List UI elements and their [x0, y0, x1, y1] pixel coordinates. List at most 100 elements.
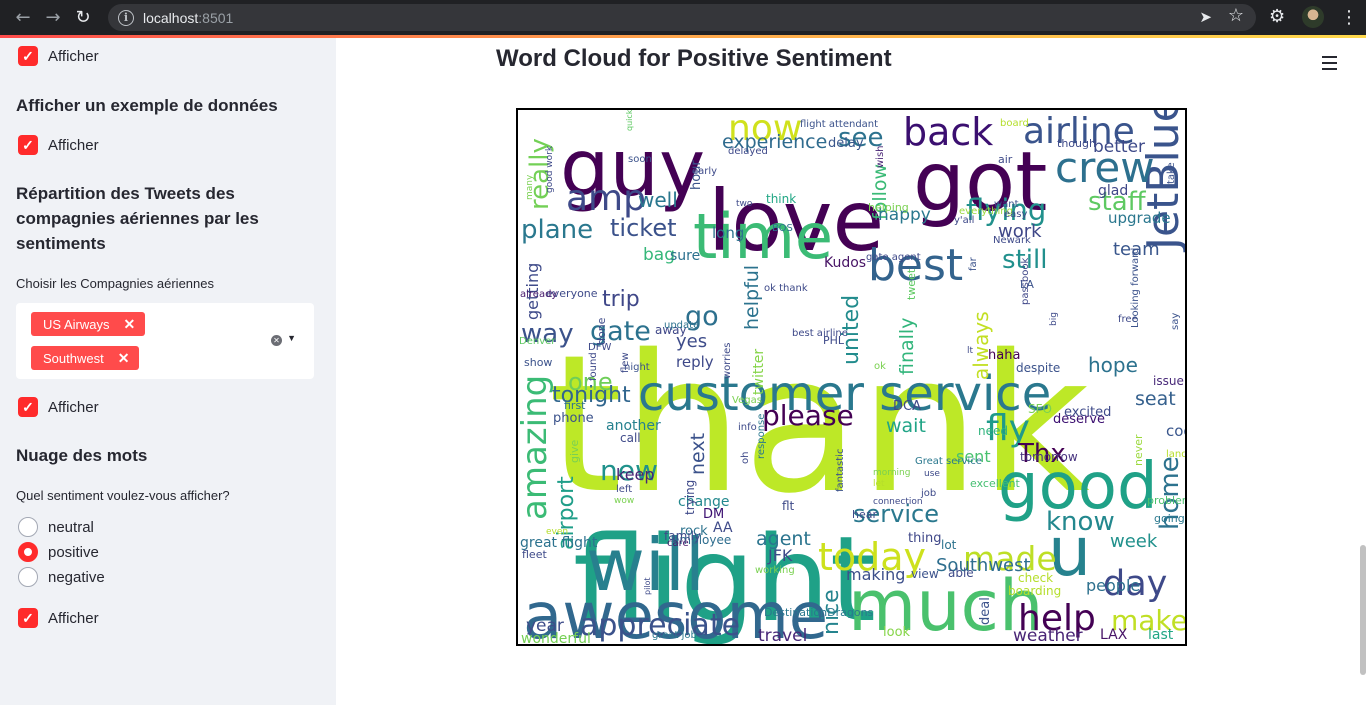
radio-positive[interactable]: positive: [18, 542, 99, 562]
address-bar[interactable]: i localhost:8501 ➤ ☆: [108, 4, 1256, 31]
word-cloud-word: need: [978, 424, 1008, 438]
word-cloud-word: look: [883, 625, 911, 640]
word-cloud-word: getting: [523, 263, 542, 320]
word-cloud-word: always: [969, 311, 993, 380]
word-cloud-word: deal: [978, 597, 993, 625]
word-cloud-word: trying: [683, 480, 697, 515]
word-cloud-word: travel: [758, 626, 807, 644]
show-distribution-checkbox[interactable]: ✓ Afficher: [18, 397, 99, 417]
checkbox-label: Afficher: [48, 398, 99, 416]
word-cloud-word: helpful: [741, 265, 763, 330]
reload-icon[interactable]: ↻: [75, 7, 91, 28]
url-text[interactable]: localhost:8501: [143, 9, 234, 26]
word-cloud-word: well: [638, 188, 678, 212]
word-cloud-word: really: [525, 138, 555, 210]
word-cloud-word: way: [521, 319, 574, 349]
word-cloud-word: ticket: [610, 214, 677, 242]
word-cloud-word: worries: [722, 343, 733, 379]
site-info-icon[interactable]: i: [118, 9, 134, 26]
checkmark-icon: ✓: [18, 608, 38, 628]
word-cloud-word: another: [606, 418, 661, 434]
back-arrow-icon[interactable]: ←: [15, 7, 31, 28]
word-cloud-word: will: [586, 523, 705, 607]
word-cloud-word: info: [738, 422, 757, 433]
word-cloud-word: helping: [868, 201, 909, 214]
browser-menu-icon[interactable]: ⋮: [1340, 7, 1358, 28]
word-cloud-word: thank: [548, 314, 1090, 535]
word-cloud-word: got: [913, 135, 1047, 230]
word-cloud-word: boarding: [1008, 584, 1061, 598]
word-cloud-word: already: [520, 289, 557, 300]
remove-tag-icon[interactable]: ✕: [117, 349, 130, 366]
scrollbar-thumb[interactable]: [1360, 545, 1366, 675]
word-cloud-word: DCA: [893, 399, 921, 414]
show-wordcloud-checkbox[interactable]: ✓ Afficher: [18, 608, 99, 628]
word-cloud-word: let: [873, 479, 885, 489]
word-cloud-word: finally: [896, 318, 918, 375]
word-cloud-word: hope: [1088, 353, 1138, 377]
extensions-puzzle-icon[interactable]: ⚙: [1269, 6, 1286, 27]
word-cloud-word: great job: [652, 630, 697, 641]
checkmark-icon: ✓: [18, 397, 38, 417]
word-cloud-word: pilot: [643, 577, 652, 595]
word-cloud-word: PHL: [823, 334, 845, 347]
word-cloud-word: united: [839, 295, 864, 365]
word-cloud-word: SFO: [1028, 402, 1052, 416]
checkbox-label: Afficher: [48, 136, 99, 154]
word-cloud-word: able: [948, 566, 974, 580]
airlines-multiselect[interactable]: US Airways ✕ Southwest ✕ ✕ ▼: [16, 303, 314, 379]
word-cloud-word: wait: [886, 415, 926, 437]
word-cloud-word: Great service: [915, 456, 982, 467]
word-cloud-word: best airline: [792, 328, 848, 339]
word-cloud-word: job: [920, 488, 936, 499]
checkbox-label: Afficher: [48, 47, 99, 65]
word-cloud-word: view: [911, 567, 939, 581]
word-cloud-word: upgrade: [1108, 209, 1171, 227]
radio-negative[interactable]: negative: [18, 567, 105, 587]
radio-neutral[interactable]: neutral: [18, 517, 94, 537]
word-cloud-word: family: [664, 529, 701, 543]
word-cloud-word: board: [1000, 118, 1029, 129]
word-cloud-word: Kudos: [824, 255, 866, 271]
word-cloud-word: crew: [1055, 143, 1155, 192]
chevron-down-icon[interactable]: ▼: [287, 333, 296, 343]
word-cloud-word: think: [766, 192, 796, 206]
word-cloud-word: deserve: [1053, 412, 1105, 427]
word-cloud-word: great flight: [520, 535, 598, 551]
word-cloud-word: delay: [828, 136, 864, 151]
word-cloud-word: away: [655, 323, 687, 337]
word-cloud-word: day: [1103, 564, 1167, 604]
word-cloud-word: give: [568, 439, 581, 463]
word-cloud-word: use: [924, 469, 940, 479]
word-cloud-word: despite: [1016, 361, 1060, 375]
word-cloud-word: plane: [521, 215, 593, 245]
word-cloud-word: ok: [874, 361, 886, 372]
word-cloud-word: time: [693, 200, 833, 273]
profile-avatar[interactable]: [1302, 6, 1324, 28]
word-cloud-word: haha: [988, 348, 1020, 363]
bookmark-star-icon[interactable]: ☆: [1227, 5, 1244, 26]
word-cloud-word: easy: [1004, 209, 1027, 220]
word-cloud-word: fly: [986, 408, 1030, 449]
word-cloud-word: morning: [873, 468, 910, 478]
word-cloud-word: Newark: [993, 235, 1031, 246]
word-cloud-word: gate: [590, 316, 651, 347]
radio-label: neutral: [48, 518, 94, 536]
forward-arrow-icon[interactable]: →: [45, 7, 61, 28]
radio-circle: [18, 517, 38, 537]
tag-southwest: Southwest ✕: [31, 346, 140, 370]
show-sample-checkbox[interactable]: ✓ Afficher: [18, 135, 99, 155]
hamburger-menu-icon[interactable]: [1322, 56, 1337, 74]
word-cloud-word: awesome: [523, 580, 828, 644]
word-cloud-word: JFK: [767, 546, 793, 565]
word-cloud-word: wow: [614, 496, 634, 506]
word-cloud-word: sent: [956, 447, 991, 466]
remove-tag-icon[interactable]: ✕: [123, 315, 136, 332]
word-cloud-word: bag: [643, 245, 675, 265]
word-cloud-word: working: [755, 565, 795, 576]
clear-all-icon[interactable]: ✕: [271, 335, 282, 346]
word-cloud-word: phone: [553, 411, 594, 426]
show-raw-data-checkbox[interactable]: ✓ Afficher: [18, 46, 99, 66]
word-cloud-word: long: [712, 224, 744, 242]
send-icon[interactable]: ➤: [1199, 8, 1212, 26]
